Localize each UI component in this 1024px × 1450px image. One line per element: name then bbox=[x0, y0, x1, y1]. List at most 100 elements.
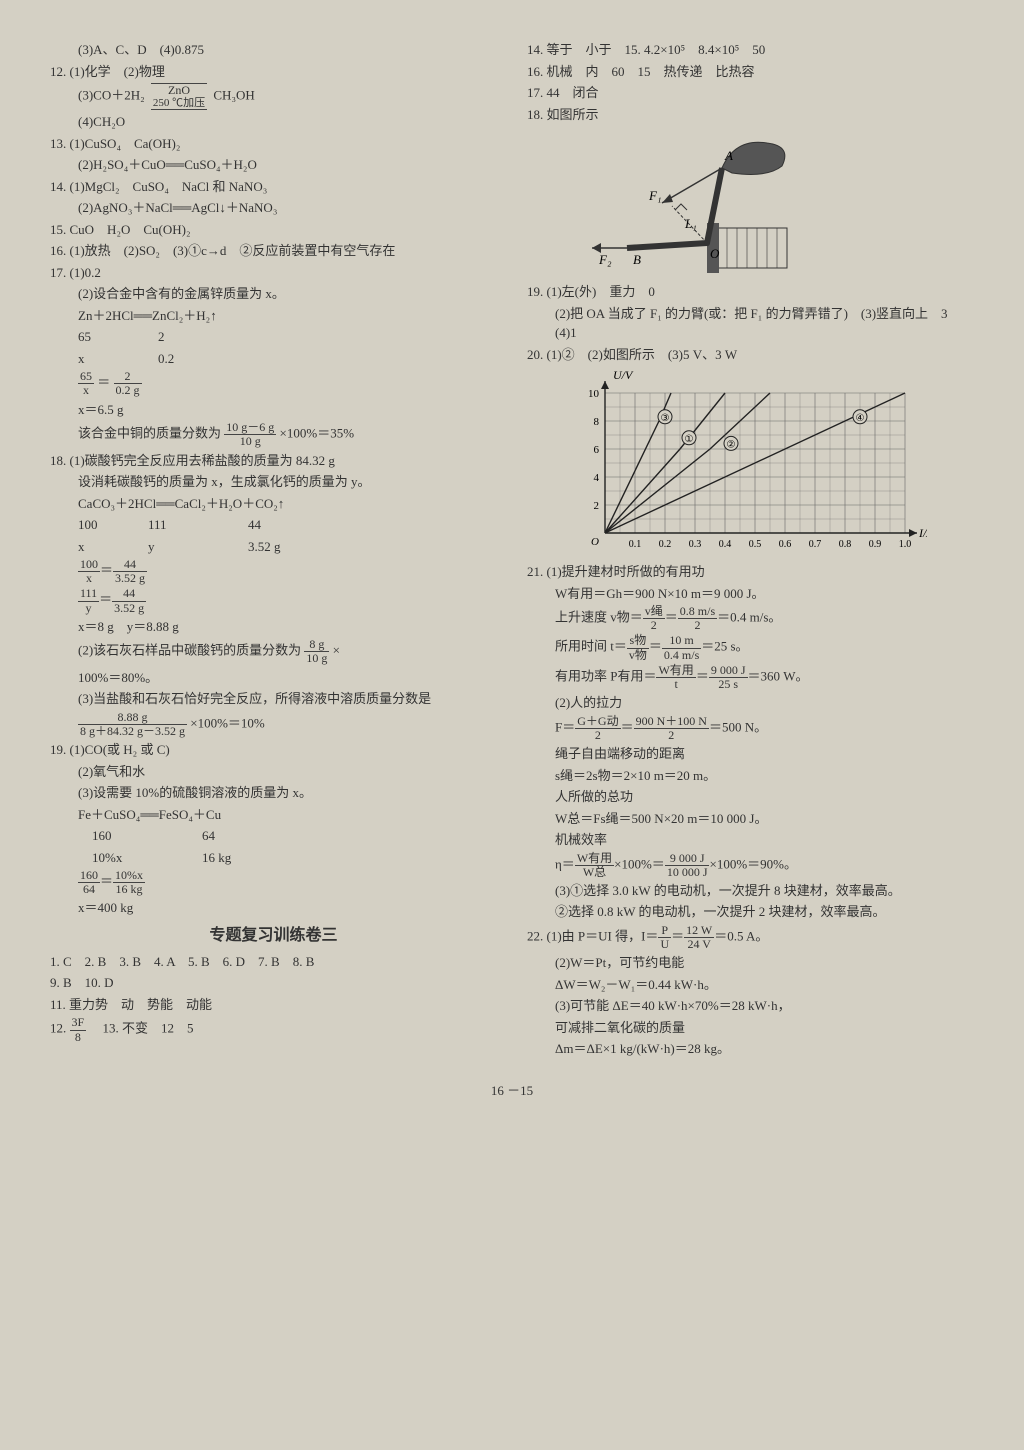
r21-2c: s绳＝2s物＝2×10 m＝20 m。 bbox=[527, 766, 974, 786]
svg-text:②: ② bbox=[727, 439, 736, 450]
ans-18c: CaCO₃＋2HCl══CaCl₂＋H₂O＋CO₂↑ bbox=[50, 494, 497, 514]
txt: ＝0.5 A。 bbox=[714, 929, 768, 944]
frac: v绳2 bbox=[643, 605, 665, 632]
frac: W有用W总 bbox=[575, 852, 614, 879]
ans-18-2: (2)该石灰石样品中碳酸钙的质量分数为 8 g10 g × bbox=[50, 638, 497, 665]
txt: 该合金中铜的质量分数为 bbox=[78, 426, 221, 441]
frac: PU bbox=[658, 924, 671, 951]
svg-text:8: 8 bbox=[594, 416, 600, 428]
r22e: 可减排二氧化碳的质量 bbox=[527, 1018, 974, 1038]
svg-text:L₁: L₁ bbox=[684, 216, 697, 231]
svg-text:0.5: 0.5 bbox=[749, 539, 762, 550]
ans-19-r2: 10%x 16 kg bbox=[50, 848, 497, 868]
frac: s物v物 bbox=[627, 634, 649, 661]
svg-text:0.3: 0.3 bbox=[689, 539, 702, 550]
r19: 19. (1)左(外) 重力 0 bbox=[527, 282, 974, 302]
ans-14: 14. (1)MgCl₂ CuSO₄ NaCl 和 NaNO₃ bbox=[50, 177, 497, 197]
r22f: Δm＝ΔE×1 kg/(kW·h)＝28 kg。 bbox=[527, 1039, 974, 1059]
ans-12: 12. (1)化学 (2)物理 bbox=[50, 62, 497, 82]
frac: 3F8 bbox=[70, 1016, 87, 1043]
ans-19d: Fe＋CuSO₄══FeSO₄＋Cu bbox=[50, 805, 497, 825]
ui-chart: 246810O0.10.20.30.40.50.60.70.80.91.0U/V… bbox=[567, 368, 974, 558]
frac: G＋G动2 bbox=[575, 715, 620, 742]
ans-19-f: 16064＝10%x16 kg bbox=[50, 869, 497, 896]
txt: ×100%＝ bbox=[614, 856, 665, 871]
frac: 8 g10 g bbox=[304, 638, 329, 665]
svg-text:U/V: U/V bbox=[613, 368, 634, 382]
frac-r: 443.52 g bbox=[112, 587, 146, 614]
ans-17-ratio1: 65 2 bbox=[50, 327, 497, 347]
frac: 900 N＋100 N2 bbox=[634, 715, 709, 742]
svg-text:0.1: 0.1 bbox=[629, 539, 642, 550]
cell: 65 bbox=[78, 327, 158, 347]
r21-3b: ②选择 0.8 kW 的电动机，一次提升 2 块建材，效率最高。 bbox=[527, 902, 974, 922]
ans-18-3f: 8.88 g8 g＋84.32 g－3.52 g ×100%＝10% bbox=[50, 711, 497, 738]
svg-text:F₁: F₁ bbox=[648, 188, 661, 203]
cond-top: ZnO bbox=[151, 84, 207, 97]
txt: 22. (1)由 P＝UI 得，I＝ bbox=[527, 929, 658, 944]
section-title-3: 专题复习训练卷三 bbox=[50, 924, 497, 948]
ans-18-f1: 100x＝443.52 g bbox=[50, 558, 497, 585]
svg-text:6: 6 bbox=[594, 444, 600, 456]
svg-text:2: 2 bbox=[594, 500, 600, 512]
cell: 111 bbox=[148, 515, 248, 535]
q11: 11. 重力势 动 势能 动能 bbox=[50, 995, 497, 1015]
ans-17-frac: 65x ＝ 20.2 g bbox=[50, 370, 497, 397]
ans-12d: (4)CH₂O bbox=[50, 112, 497, 132]
frac-r: 10%x16 kg bbox=[113, 869, 145, 896]
txt: η＝ bbox=[555, 856, 575, 871]
ans-17b: (2)设合金中含有的金属锌质量为 x。 bbox=[50, 284, 497, 304]
r22b: (2)W＝Pt，可节约电能 bbox=[527, 953, 974, 973]
svg-text:0.2: 0.2 bbox=[659, 539, 672, 550]
svg-text:0.4: 0.4 bbox=[719, 539, 732, 550]
frac-l: 16064 bbox=[78, 869, 100, 896]
frac-r: 20.2 g bbox=[114, 370, 142, 397]
txt: 上升速度 v物＝ bbox=[555, 610, 643, 625]
r21-2: (2)人的拉力 bbox=[527, 693, 974, 713]
frac: 8.88 g8 g＋84.32 g－3.52 g bbox=[78, 711, 187, 738]
r21b: 上升速度 v物＝v绳2＝0.8 m/s2＝0.4 m/s。 bbox=[527, 605, 974, 632]
txt: ＝ bbox=[671, 929, 684, 944]
txt: ×100%＝10% bbox=[190, 715, 265, 730]
svg-text:I/A: I/A bbox=[918, 526, 927, 540]
ans-17-x: x＝6.5 g bbox=[50, 400, 497, 420]
frac: 9 000 J25 s bbox=[709, 664, 748, 691]
svg-text:0.6: 0.6 bbox=[779, 539, 792, 550]
ans-13: 13. (1)CuSO₄ Ca(OH)₂ bbox=[50, 134, 497, 154]
cell: 64 bbox=[202, 826, 215, 846]
r22c: ΔW＝W₂－W₁＝0.44 kW·h。 bbox=[527, 975, 974, 995]
ans-17c: Zn＋2HCl══ZnCl₂＋H₂↑ bbox=[50, 306, 497, 326]
txt: ＝ bbox=[665, 610, 678, 625]
cell: 16 kg bbox=[202, 848, 231, 868]
cell: x bbox=[78, 349, 158, 369]
chart-svg: 246810O0.10.20.30.40.50.60.70.80.91.0U/V… bbox=[567, 368, 927, 558]
txt: ＝360 W。 bbox=[748, 668, 809, 683]
r22d: (3)可节能 ΔE＝40 kW·h×70%＝28 kW·h， bbox=[527, 996, 974, 1016]
txt: ×100%＝35% bbox=[280, 426, 355, 441]
frac: W有用t bbox=[656, 664, 695, 691]
svg-text:④: ④ bbox=[856, 413, 865, 424]
txt: 13. 不变 12 5 bbox=[89, 1021, 193, 1036]
mc-row2: 9. B 10. D bbox=[50, 973, 497, 993]
ans-18-f2: 111y＝443.52 g bbox=[50, 587, 497, 614]
ans-13b: (2)H₂SO₄＋CuO══CuSO₄＋H₂O bbox=[50, 155, 497, 175]
ans-14b: (2)AgNO₃＋NaCl══AgCl↓＋NaNO₃ bbox=[50, 198, 497, 218]
ans-17: 17. (1)0.2 bbox=[50, 263, 497, 283]
cond-bot: 250 ℃加压 bbox=[151, 97, 207, 109]
svg-text:O: O bbox=[710, 246, 720, 261]
txt: ＝0.4 m/s。 bbox=[717, 610, 781, 625]
ans-17-ratio2: x 0.2 bbox=[50, 349, 497, 369]
txt: 所用时间 t＝ bbox=[555, 639, 627, 654]
lever-diagram: AF₁L₁OF₂B bbox=[567, 128, 974, 278]
r21-2d: 人所做的总功 bbox=[527, 787, 974, 807]
ans-18: 18. (1)碳酸钙完全反应用去稀盐酸的质量为 84.32 g bbox=[50, 451, 497, 471]
txt: ＝ bbox=[621, 719, 634, 734]
svg-text:③: ③ bbox=[661, 413, 670, 424]
r21-2f: 机械效率 bbox=[527, 830, 974, 850]
ans-18-xy: x＝8 g y＝8.88 g bbox=[50, 617, 497, 637]
frac-l: 65x bbox=[78, 370, 94, 397]
cell: 160 bbox=[92, 826, 202, 846]
frac: 12 W24 V bbox=[684, 924, 714, 951]
frac: 0.8 m/s2 bbox=[678, 605, 717, 632]
r21d: 有用功率 P有用＝W有用t＝9 000 J25 s＝360 W。 bbox=[527, 664, 974, 691]
